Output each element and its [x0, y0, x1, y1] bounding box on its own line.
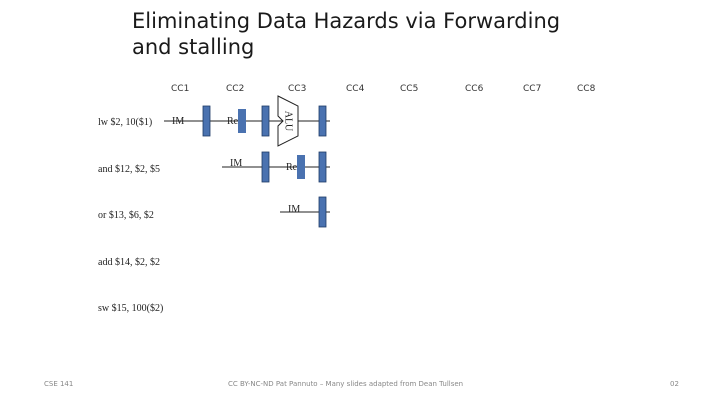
register-file-read-half — [297, 155, 305, 179]
pipeline-register — [202, 105, 211, 137]
instruction-label: and $12, $2, $5 — [98, 164, 160, 175]
pipeline-row-or: IM — [280, 196, 330, 228]
cc-label: CC7 — [523, 84, 541, 94]
cc-label: CC5 — [400, 84, 418, 94]
course-label: CSE 141 — [44, 380, 74, 388]
instruction-label: add $14, $2, $2 — [98, 257, 160, 268]
pipeline-register — [261, 105, 270, 137]
instruction-labels: lw $2, 10($1) and $12, $2, $5 or $13, $6… — [98, 117, 163, 314]
slide-number: 02 — [670, 380, 679, 388]
clock-cycle-headers: CC1 CC2 CC3 CC4 CC5 CC6 CC7 CC8 — [171, 84, 596, 94]
stage-im: IM — [172, 116, 184, 127]
title-line-2: and stalling — [132, 35, 255, 59]
cc-label: CC2 — [226, 84, 244, 94]
stage-alu: ALU — [283, 111, 294, 132]
pipeline-register — [318, 105, 327, 137]
pipeline-register — [318, 151, 327, 183]
pipeline-register — [261, 151, 270, 183]
stage-reg: Reg — [227, 116, 243, 127]
stage-reg: Reg — [286, 162, 302, 173]
cc-label: CC4 — [346, 84, 365, 94]
alu-shape — [277, 95, 299, 147]
cc-label: CC6 — [465, 84, 484, 94]
title-line-1: Eliminating Data Hazards via Forwarding — [132, 9, 561, 33]
slide-title: Eliminating Data Hazards via Forwarding … — [132, 8, 692, 60]
pipeline-row-lw: IM Reg ALU — [164, 95, 330, 147]
instruction-label: or $13, $6, $2 — [98, 210, 154, 221]
pipeline-row-and: IM Reg — [222, 151, 330, 183]
cc-label: CC8 — [577, 84, 596, 94]
cc-label: CC3 — [288, 84, 306, 94]
register-file-read-half — [238, 109, 246, 133]
stage-im: IM — [288, 204, 300, 215]
cc-label: CC1 — [171, 84, 189, 94]
pipeline-register — [318, 196, 327, 228]
license-credit: CC BY-NC-ND Pat Pannuto – Many slides ad… — [228, 380, 464, 388]
instruction-label: lw $2, 10($1) — [98, 117, 152, 128]
stage-im: IM — [230, 158, 242, 169]
instruction-label: sw $15, 100($2) — [98, 303, 163, 314]
